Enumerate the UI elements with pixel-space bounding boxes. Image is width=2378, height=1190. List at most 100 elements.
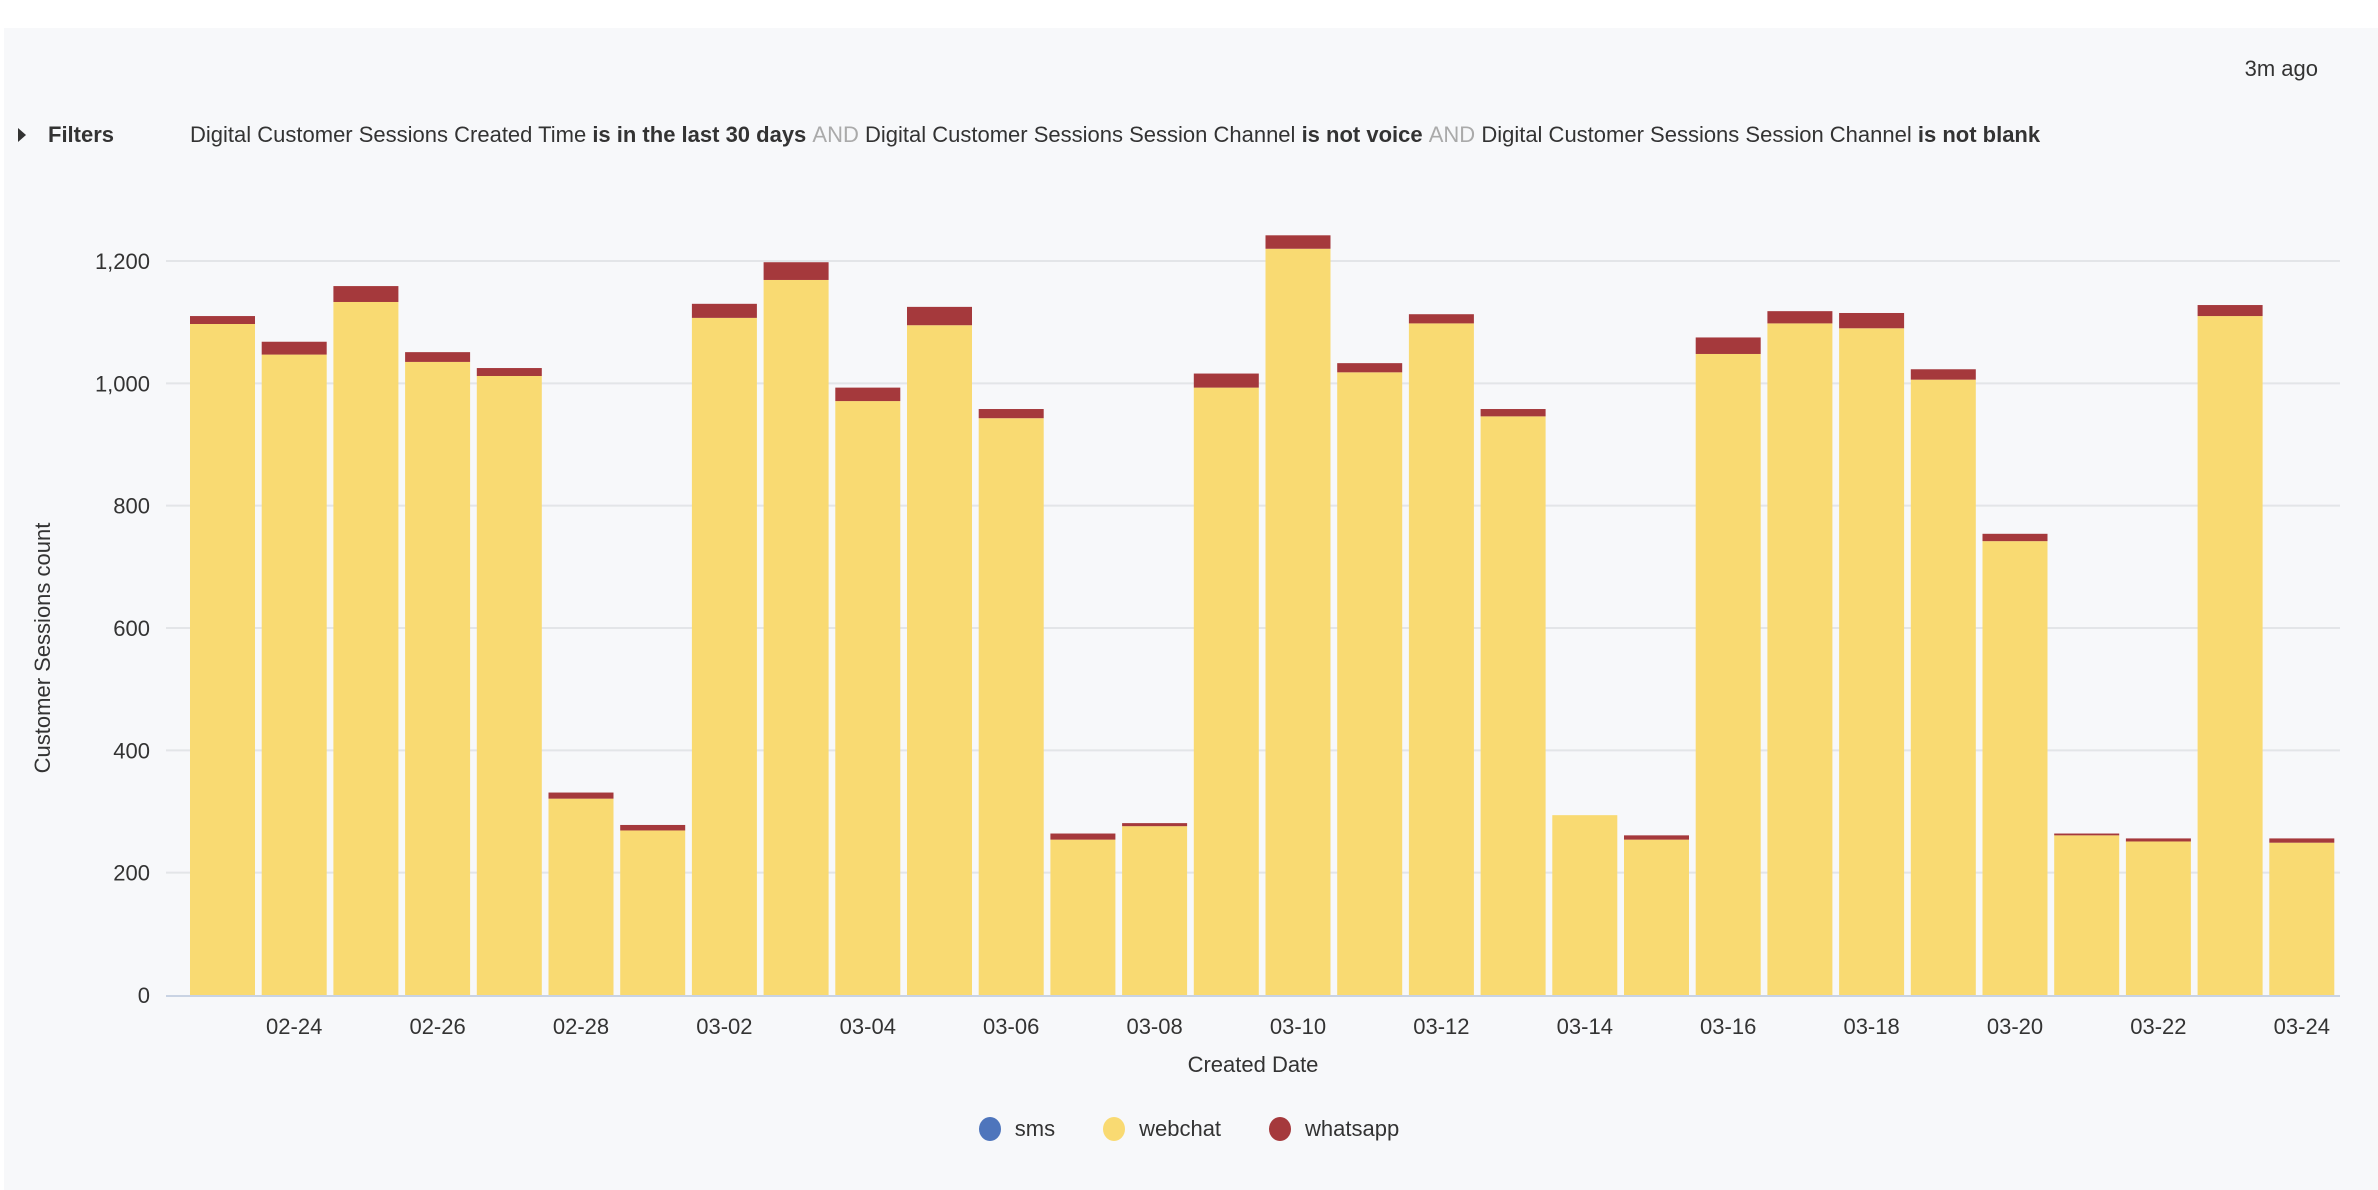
bar-webchat-03-12	[1408, 323, 1474, 995]
bar-whatsapp-03-23	[2197, 305, 2263, 317]
legend-dot	[978, 1117, 1001, 1141]
bar-webchat-03-05	[907, 325, 972, 996]
bar-whatsapp-02-24	[261, 341, 327, 355]
x-axis-label: Created Date	[1188, 1052, 1319, 1077]
bar-whatsapp-03-22	[2125, 838, 2191, 842]
last-updated: 3m ago	[2244, 56, 2318, 81]
x-tick-label: 03-12	[1413, 1014, 1469, 1039]
legend-item-whatsapp[interactable]: whatsapp	[1269, 1116, 1399, 1142]
bar-webchat-03-04	[835, 401, 901, 995]
bar-webchat-03-21	[2054, 835, 2120, 995]
bar-whatsapp-03-01	[620, 824, 686, 831]
bar-webchat-03-17	[1767, 323, 1833, 995]
x-tick-label: 03-04	[840, 1014, 896, 1039]
bar-whatsapp-03-08	[1122, 823, 1188, 827]
y-axis-label: Customer Sessions count	[30, 523, 55, 774]
bar-whatsapp-02-26	[405, 352, 471, 362]
filter-op: is not blank	[1917, 122, 2041, 147]
y-tick-label: 1,000	[95, 371, 150, 396]
bar-webchat-03-01	[620, 830, 686, 995]
bar-webchat-02-26	[405, 361, 471, 995]
y-tick-label: 800	[113, 494, 150, 519]
bar-whatsapp-03-02	[691, 303, 757, 318]
y-tick-label: 1,200	[95, 249, 150, 274]
x-tick-label: 03-24	[2274, 1014, 2330, 1039]
x-tick-label: 03-02	[696, 1014, 752, 1039]
legend-dot	[1103, 1117, 1126, 1141]
filters-bar: Filters Digital Customer Sessions Create…	[18, 122, 2040, 148]
bar-whatsapp-03-13	[1480, 409, 1546, 417]
bar-whatsapp-02-23	[190, 316, 255, 325]
bar-webchat-03-20	[1982, 541, 2048, 995]
bar-whatsapp-03-05	[907, 306, 972, 326]
x-tick-label: 03-18	[1843, 1014, 1899, 1039]
bar-whatsapp-03-11	[1337, 363, 1403, 373]
bar-whatsapp-03-09	[1193, 373, 1259, 388]
x-tick-label: 03-10	[1270, 1014, 1326, 1039]
x-tick-label: 03-14	[1557, 1014, 1613, 1039]
filter-joiner: AND	[1428, 122, 1476, 147]
bar-webchat-02-27	[476, 375, 542, 995]
filter-op: is not voice	[1301, 122, 1423, 147]
bar-webchat-03-14	[1552, 815, 1618, 995]
bar-whatsapp-03-06	[978, 409, 1044, 419]
bar-webchat-02-24	[261, 354, 327, 996]
bar-webchat-03-22	[2125, 841, 2191, 995]
bar-whatsapp-02-25	[333, 286, 399, 302]
bar-whatsapp-03-16	[1695, 337, 1761, 354]
bar-webchat-03-13	[1480, 416, 1546, 995]
filter-joiner: AND	[812, 122, 859, 147]
bar-whatsapp-03-21	[2054, 833, 2120, 836]
y-tick-label: 400	[113, 738, 150, 763]
bar-whatsapp-02-27	[476, 368, 542, 376]
filter-field: Digital Customer Sessions Session Channe…	[1481, 122, 1912, 147]
legend-label: webchat	[1139, 1116, 1222, 1141]
filters-toggle[interactable]: Filters	[48, 122, 115, 147]
legend-item-webchat[interactable]: webchat	[1103, 1116, 1221, 1142]
legend-item-sms[interactable]: sms	[978, 1116, 1055, 1142]
bar-whatsapp-03-03	[763, 262, 829, 280]
bar-whatsapp-03-07	[1050, 833, 1116, 840]
bar-webchat-03-07	[1050, 839, 1116, 995]
bar-webchat-03-19	[1910, 379, 1976, 995]
bar-whatsapp-02-28	[548, 792, 614, 799]
bar-whatsapp-03-20	[1982, 533, 2048, 542]
filter-field: Digital Customer Sessions Created Time	[190, 122, 587, 147]
bar-whatsapp-03-12	[1408, 314, 1474, 324]
bar-webchat-03-23	[2197, 316, 2263, 995]
bar-webchat-02-25	[333, 301, 399, 995]
bar-webchat-03-08	[1122, 826, 1188, 995]
bar-webchat-03-02	[691, 317, 757, 995]
bar-webchat-03-03	[763, 279, 829, 995]
bar-webchat-03-24	[2269, 842, 2335, 995]
x-tick-label: 03-08	[1126, 1014, 1182, 1039]
filter-field: Digital Customer Sessions Session Channe…	[865, 122, 1296, 147]
bar-webchat-03-16	[1695, 353, 1761, 995]
filter-condition-2: Digital Customer Sessions Session Channe…	[865, 122, 1423, 148]
bar-whatsapp-03-10	[1265, 235, 1331, 249]
bar-webchat-03-11	[1337, 372, 1403, 995]
bar-webchat-02-23	[190, 324, 255, 995]
x-tick-label: 02-26	[409, 1014, 465, 1039]
bar-webchat-02-28	[548, 798, 614, 995]
y-tick-label: 200	[113, 861, 150, 886]
bar-whatsapp-03-04	[835, 387, 901, 402]
bar-webchat-03-06	[978, 418, 1044, 995]
x-tick-label: 03-06	[983, 1014, 1039, 1039]
bar-whatsapp-03-17	[1767, 311, 1833, 324]
x-tick-label: 03-22	[2130, 1014, 2186, 1039]
legend: sms webchat whatsapp	[0, 1116, 2378, 1142]
y-tick-label: 600	[113, 616, 150, 641]
x-tick-label: 02-28	[553, 1014, 609, 1039]
filter-condition-3: Digital Customer Sessions Session Channe…	[1481, 122, 2040, 148]
expand-triangle-icon[interactable]	[18, 128, 26, 142]
x-tick-label: 03-16	[1700, 1014, 1756, 1039]
bar-whatsapp-03-19	[1910, 369, 1976, 380]
legend-label: whatsapp	[1305, 1116, 1400, 1141]
x-tick-label: 02-24	[266, 1014, 322, 1039]
bar-whatsapp-03-18	[1839, 312, 1905, 329]
bar-whatsapp-03-15	[1624, 835, 1689, 840]
bar-webchat-03-09	[1193, 387, 1259, 995]
y-tick-label: 0	[138, 983, 150, 1008]
